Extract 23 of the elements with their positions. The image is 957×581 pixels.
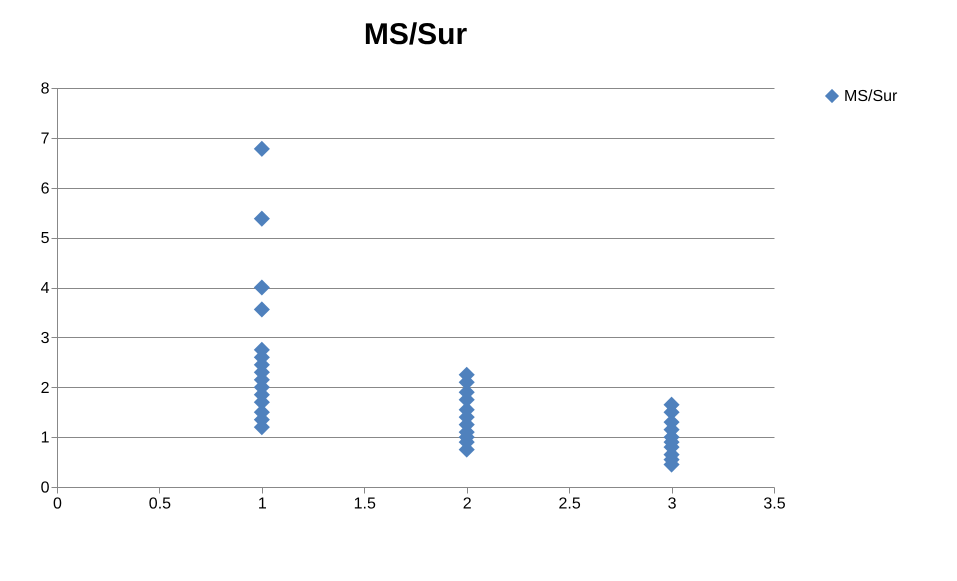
point	[254, 210, 270, 227]
chart-title: MS/Sur	[364, 18, 468, 51]
x-tick-label: 0	[53, 496, 62, 512]
x-tick-label: 1	[258, 496, 267, 512]
x-tick-label: 0.5	[148, 496, 172, 512]
y-tick-label: 1	[40, 430, 50, 447]
point	[254, 301, 270, 318]
y-tick-label: 4	[40, 280, 50, 297]
y-tick-label: 3	[40, 330, 50, 347]
x-tick-label: 1.5	[354, 496, 376, 512]
y-tick-label: 5	[40, 230, 50, 248]
legend-label: MS/Sur	[844, 88, 898, 105]
y-tick-label: 2	[40, 380, 50, 397]
x-tick-label: 3.5	[763, 496, 786, 512]
x-tick-label: 2.5	[558, 496, 581, 512]
y-tick-label: 8	[40, 80, 50, 98]
x-tick-label: 3	[668, 496, 677, 512]
point	[254, 140, 270, 157]
x-tick-label: 2	[462, 496, 472, 512]
point	[254, 279, 270, 296]
y-tick-label: 0	[40, 480, 50, 496]
y-tick-label: 6	[40, 180, 50, 198]
y-tick-label: 7	[40, 130, 50, 148]
